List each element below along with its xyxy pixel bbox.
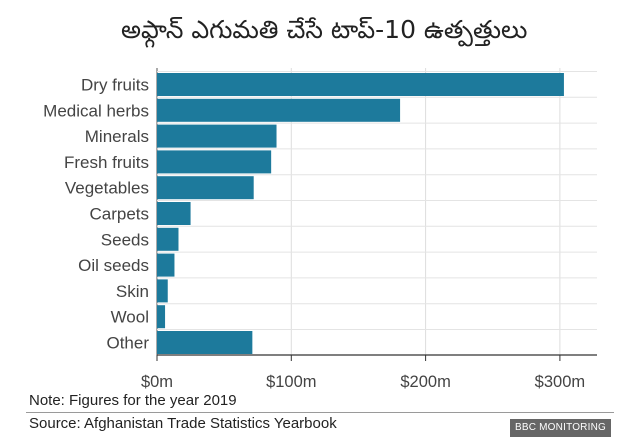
bar-fresh-fruits: [157, 150, 272, 174]
category-label: Seeds: [101, 230, 149, 249]
category-label: Carpets: [89, 205, 149, 224]
category-label: Wool: [111, 308, 149, 327]
chart-note: Note: Figures for the year 2019: [29, 392, 237, 409]
brand-badge: BBC MONITORING: [510, 419, 611, 437]
bar-carpets: [157, 202, 191, 225]
category-label: Other: [106, 334, 149, 353]
category-label: Medical herbs: [43, 101, 149, 120]
chart-source: Source: Afghanistan Trade Statistics Yea…: [29, 415, 337, 432]
category-label: Skin: [116, 282, 149, 301]
x-axis: $0m $100m $200m $300m: [141, 354, 597, 391]
footer-divider: [26, 412, 614, 413]
category-label: Fresh fruits: [64, 153, 149, 172]
gridlines: [156, 68, 597, 355]
category-label: Oil seeds: [78, 256, 149, 275]
bar-medical-herbs: [157, 98, 401, 122]
x-tick-label: $300m: [535, 373, 585, 391]
x-tick-label: $0m: [141, 373, 173, 391]
bar-wool: [157, 305, 166, 329]
bar-vegetables: [157, 176, 254, 200]
bar-seeds: [157, 227, 179, 251]
category-label: Minerals: [85, 127, 149, 146]
chart-title: అఫ్గాన్ ఎగుమతి చేసే టాప్-10 ఉత్పత్తులు: [121, 15, 528, 44]
category-label: Dry fruits: [81, 76, 149, 95]
bar-oil-seeds: [157, 253, 175, 277]
bar-dry-fruits: [157, 73, 564, 96]
bar-other: [157, 331, 253, 354]
bar-skin: [157, 279, 168, 303]
bar-minerals: [157, 124, 277, 148]
x-tick-label: $100m: [266, 373, 316, 391]
bars: [157, 73, 564, 354]
x-tick-label: $200m: [400, 373, 450, 391]
category-labels: Dry fruits Medical herbs Minerals Fresh fru…: [43, 76, 149, 353]
category-label: Vegetables: [65, 179, 149, 198]
